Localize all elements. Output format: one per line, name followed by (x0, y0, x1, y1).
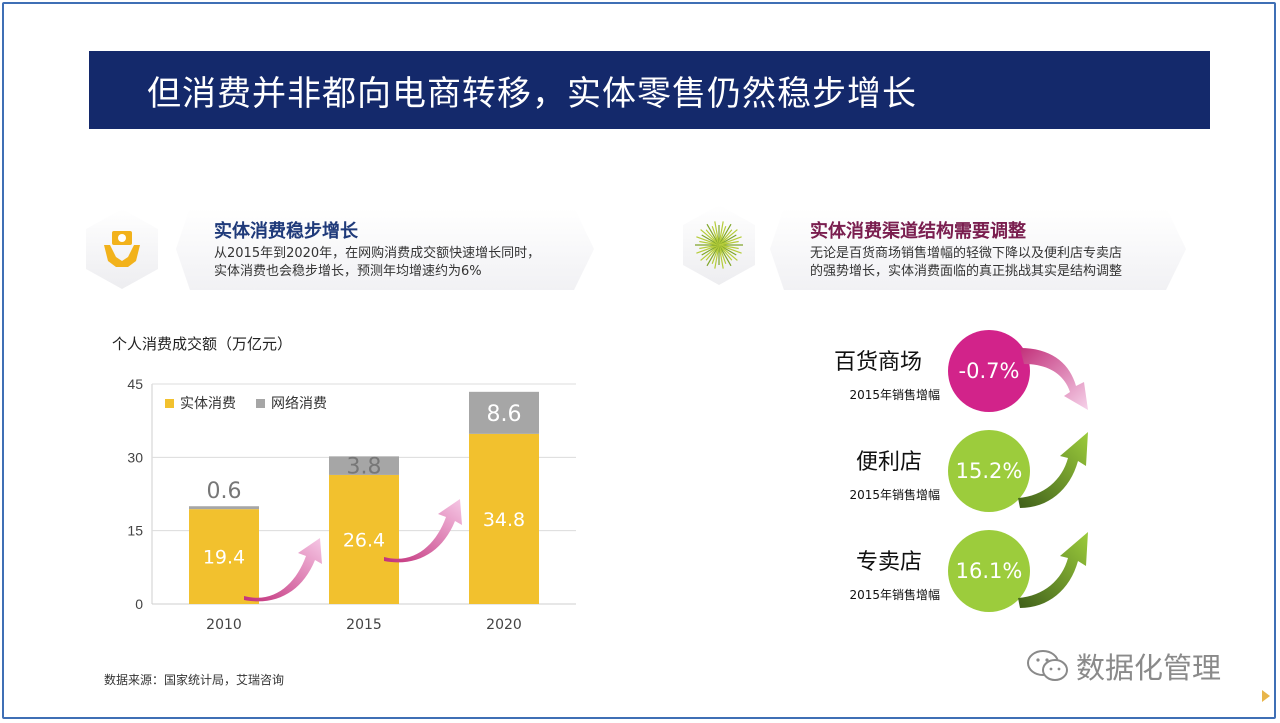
x-tick-label: 2010 (206, 617, 242, 633)
store-growth-caption: 2015年销售增幅 (849, 488, 940, 502)
burst-ray (696, 236, 720, 246)
stacked-bar-chart: 0 15 30 45 实体消费 网络消费 19.4 0.6 2010 26.4 3.8 2015 34.… (127, 376, 576, 633)
store-name: 专卖店 (855, 550, 922, 575)
y-tick-label: 45 (127, 376, 143, 392)
legend-label: 实体消费 (180, 396, 236, 412)
money-hands-icon (86, 209, 158, 289)
store-name: 便利店 (855, 450, 922, 475)
legend-swatch (165, 399, 174, 408)
right-callout-line-1: 无论是百货商场销售增幅的轻微下降以及便利店专卖店 (810, 246, 1123, 261)
bar-online-value: 3.8 (347, 455, 382, 480)
growth-arrow (384, 499, 462, 563)
left-callout-text: 从2015年到2020年，在网购消费成交额快速增长同时， 实体消费也会稳步增长，… (214, 245, 540, 281)
legend-label: 网络消费 (271, 396, 327, 412)
slide-title: 但消费并非都向电商转移，实体零售仍然稳步增长 (147, 73, 917, 114)
bar-offline (469, 433, 539, 604)
store-growth-caption: 2015年销售增幅 (849, 588, 940, 602)
trend-arrow-up (1018, 532, 1088, 608)
burst-ray (714, 221, 720, 246)
y-tick-label: 0 (135, 596, 143, 612)
bar-offline-value: 26.4 (343, 529, 385, 551)
growth-rate-circle: 16.1% (948, 530, 1030, 612)
burst-ray (700, 229, 720, 246)
watermark-text: 数据化管理 (1076, 651, 1222, 685)
burst-ray (706, 223, 720, 246)
trend-arrows (1018, 348, 1088, 608)
bar-online (189, 506, 259, 510)
growth-arrow (244, 538, 322, 602)
right-callout-line-2: 的强势增长，实体消费面临的真正挑战其实是结构调整 (810, 264, 1123, 279)
trend-arrow-up (1018, 432, 1088, 508)
bar-online (469, 391, 539, 434)
slide-title-bar: 但消费并非都向电商转移，实体零售仍然稳步增长 (89, 51, 1210, 129)
burst-ray (718, 240, 739, 246)
y-tick-label: 15 (127, 523, 143, 539)
next-slide-icon[interactable] (1262, 690, 1270, 702)
burst-ray (706, 244, 720, 267)
left-callout-title: 实体消费稳步增长 (214, 221, 358, 242)
right-callout (770, 208, 1186, 290)
burst-ray (714, 244, 720, 269)
trend-arrow-down (1020, 348, 1088, 410)
wechat-icon (1027, 650, 1068, 681)
left-callout-line-1: 从2015年到2020年，在网购消费成交额快速增长同时， (214, 246, 541, 261)
bar-online-value: 0.6 (207, 479, 242, 504)
bar-offline (189, 509, 259, 604)
watermark: 数据化管理 (1026, 645, 1221, 687)
legend-swatch (256, 399, 265, 408)
store-name: 百货商场 (833, 350, 922, 375)
bar-offline-value: 19.4 (203, 547, 245, 569)
left-callout-line-2: 实体消费也会稳步增长，预测年均增速约为6% (214, 264, 482, 279)
burst-ray (718, 223, 732, 246)
growth-rate-circle: -0.7% (948, 330, 1030, 412)
y-tick-label: 30 (127, 449, 143, 465)
burst-ray (718, 244, 732, 267)
data-source: 数据来源：国家统计局，艾瑞咨询 (104, 673, 285, 687)
burst-ray (718, 229, 738, 246)
chart-title: 个人消费成交额（万亿元） (112, 335, 293, 353)
left-callout (176, 208, 594, 290)
burst-ray (718, 244, 738, 261)
growth-rate-circle: 15.2% (948, 430, 1030, 512)
burst-ray (718, 236, 742, 246)
store-growth-caption: 2015年销售增幅 (849, 388, 940, 402)
burst-ray (718, 221, 724, 246)
burst-ray (718, 244, 724, 269)
burst-ray (700, 244, 720, 261)
bar-online-value: 8.6 (487, 402, 522, 427)
bar-online (329, 456, 399, 475)
x-tick-label: 2015 (346, 617, 382, 633)
bar-offline-value: 34.8 (483, 509, 525, 531)
burst-ray (718, 244, 742, 254)
bar-offline (329, 474, 399, 604)
burst-ray (696, 244, 720, 254)
x-tick-label: 2020 (486, 617, 522, 633)
right-callout-title: 实体消费渠道结构需要调整 (810, 221, 1026, 242)
right-callout-text: 无论是百货商场销售增幅的轻微下降以及便利店专卖店 的强势增长，实体消费面临的真正… (810, 245, 1122, 281)
